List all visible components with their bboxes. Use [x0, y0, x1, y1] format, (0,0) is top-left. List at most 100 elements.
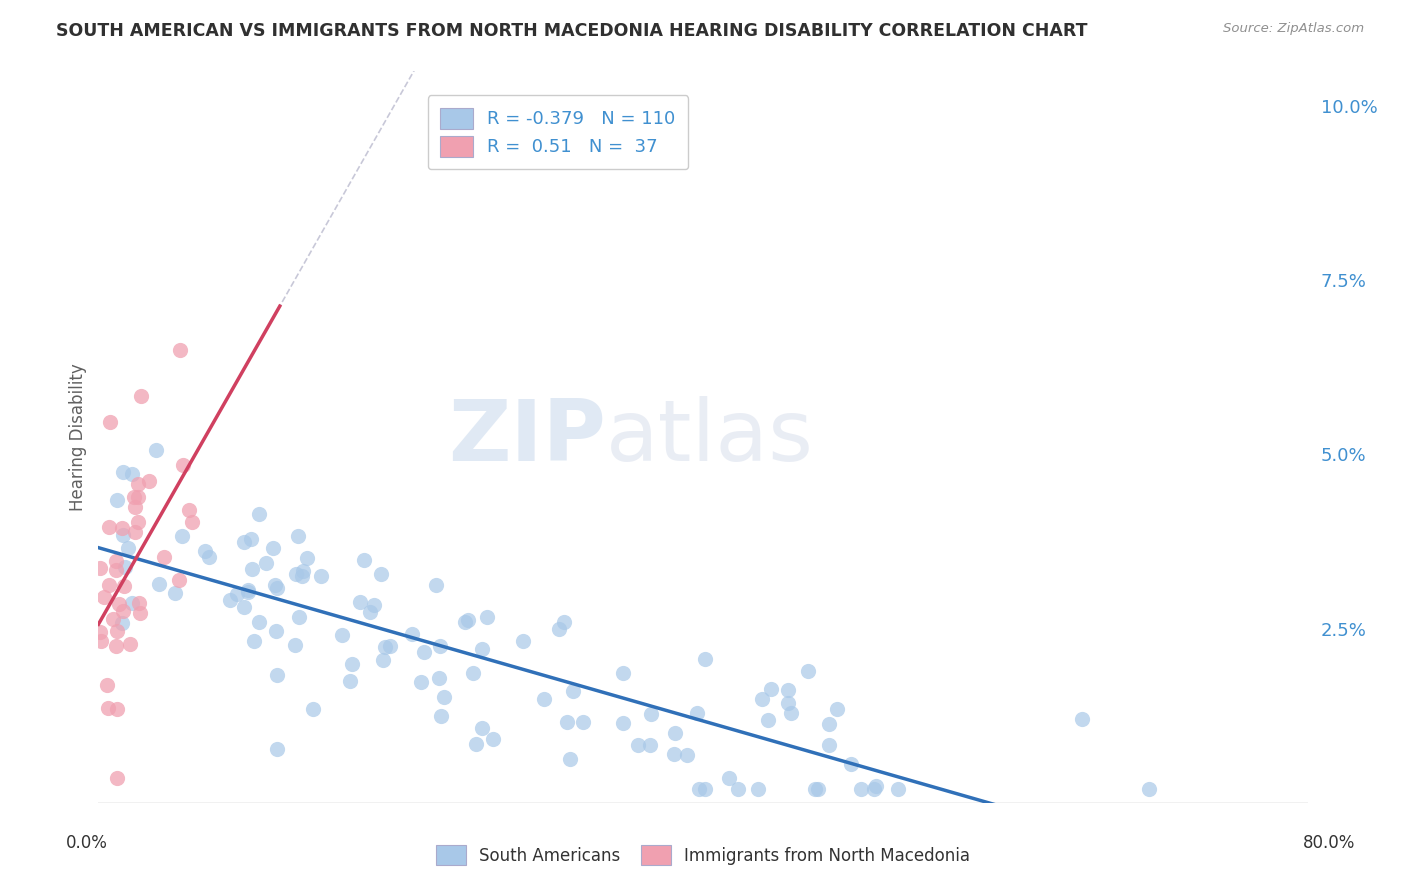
- Point: [463, 666, 485, 681]
- Text: Source: ZipAtlas.com: Source: ZipAtlas.com: [1223, 22, 1364, 36]
- Point: [457, 613, 479, 627]
- Point: [780, 706, 803, 720]
- Point: [471, 642, 494, 657]
- Point: [676, 747, 699, 762]
- Point: [693, 781, 716, 796]
- Point: [638, 738, 661, 752]
- Point: [247, 615, 270, 629]
- Point: [686, 706, 709, 721]
- Point: [266, 581, 288, 595]
- Point: [127, 516, 149, 530]
- Point: [105, 772, 128, 786]
- Text: SOUTH AMERICAN VS IMMIGRANTS FROM NORTH MACEDONIA HEARING DISABILITY CORRELATION: SOUTH AMERICAN VS IMMIGRANTS FROM NORTH …: [56, 22, 1088, 40]
- Point: [413, 644, 436, 658]
- Point: [291, 569, 314, 583]
- Point: [240, 562, 263, 576]
- Point: [776, 696, 799, 710]
- Legend: R = -0.379   N = 110, R =  0.51   N =  37: R = -0.379 N = 110, R = 0.51 N = 37: [427, 95, 688, 169]
- Point: [401, 627, 423, 641]
- Point: [295, 551, 318, 566]
- Point: [101, 612, 124, 626]
- Point: [172, 458, 194, 472]
- Point: [104, 639, 127, 653]
- Point: [238, 585, 260, 599]
- Point: [264, 578, 287, 592]
- Point: [243, 634, 266, 648]
- Point: [662, 747, 685, 761]
- Point: [309, 569, 332, 583]
- Point: [761, 682, 783, 697]
- Point: [138, 475, 160, 489]
- Point: [129, 606, 152, 620]
- Point: [284, 638, 307, 652]
- Point: [93, 590, 115, 604]
- Point: [688, 781, 710, 796]
- Point: [664, 725, 686, 739]
- Point: [170, 529, 193, 543]
- Point: [177, 503, 200, 517]
- Point: [124, 491, 146, 505]
- Point: [339, 673, 361, 688]
- Point: [751, 692, 773, 706]
- Point: [98, 520, 121, 534]
- Point: [302, 701, 325, 715]
- Point: [287, 529, 309, 543]
- Legend: South Americans, Immigrants from North Macedonia: South Americans, Immigrants from North M…: [427, 837, 979, 873]
- Point: [111, 604, 134, 618]
- Point: [219, 592, 242, 607]
- Point: [285, 567, 308, 582]
- Point: [727, 781, 749, 796]
- Point: [117, 541, 139, 555]
- Point: [163, 586, 186, 600]
- Point: [264, 624, 287, 638]
- Point: [232, 535, 254, 549]
- Point: [104, 563, 127, 577]
- Point: [124, 500, 146, 515]
- Text: 80.0%: 80.0%: [1302, 834, 1355, 852]
- Y-axis label: Hearing Disability: Hearing Disability: [69, 363, 87, 511]
- Point: [374, 640, 396, 654]
- Point: [797, 665, 820, 679]
- Point: [96, 678, 118, 692]
- Point: [330, 628, 353, 642]
- Point: [105, 554, 128, 568]
- Point: [111, 521, 134, 535]
- Point: [197, 550, 219, 565]
- Point: [108, 597, 131, 611]
- Point: [148, 577, 170, 591]
- Point: [475, 610, 498, 624]
- Point: [862, 781, 884, 796]
- Point: [127, 490, 149, 504]
- Point: [818, 738, 841, 752]
- Point: [111, 466, 134, 480]
- Point: [380, 639, 402, 653]
- Point: [105, 492, 128, 507]
- Point: [370, 567, 392, 582]
- Point: [547, 622, 569, 636]
- Point: [153, 549, 176, 564]
- Point: [114, 559, 136, 574]
- Point: [167, 573, 190, 587]
- Point: [560, 751, 582, 765]
- Point: [111, 615, 134, 630]
- Point: [865, 779, 887, 793]
- Point: [121, 467, 143, 481]
- Text: ZIP: ZIP: [449, 395, 606, 479]
- Point: [572, 714, 595, 729]
- Point: [236, 582, 259, 597]
- Text: 0.0%: 0.0%: [66, 834, 108, 852]
- Text: atlas: atlas: [606, 395, 814, 479]
- Point: [120, 637, 142, 651]
- Point: [562, 684, 585, 698]
- Point: [89, 625, 111, 640]
- Point: [454, 615, 477, 629]
- Point: [266, 741, 288, 756]
- Point: [112, 528, 135, 542]
- Point: [409, 675, 432, 690]
- Point: [112, 579, 135, 593]
- Point: [127, 477, 149, 491]
- Point: [817, 717, 839, 731]
- Point: [288, 610, 311, 624]
- Point: [612, 715, 634, 730]
- Point: [471, 721, 494, 735]
